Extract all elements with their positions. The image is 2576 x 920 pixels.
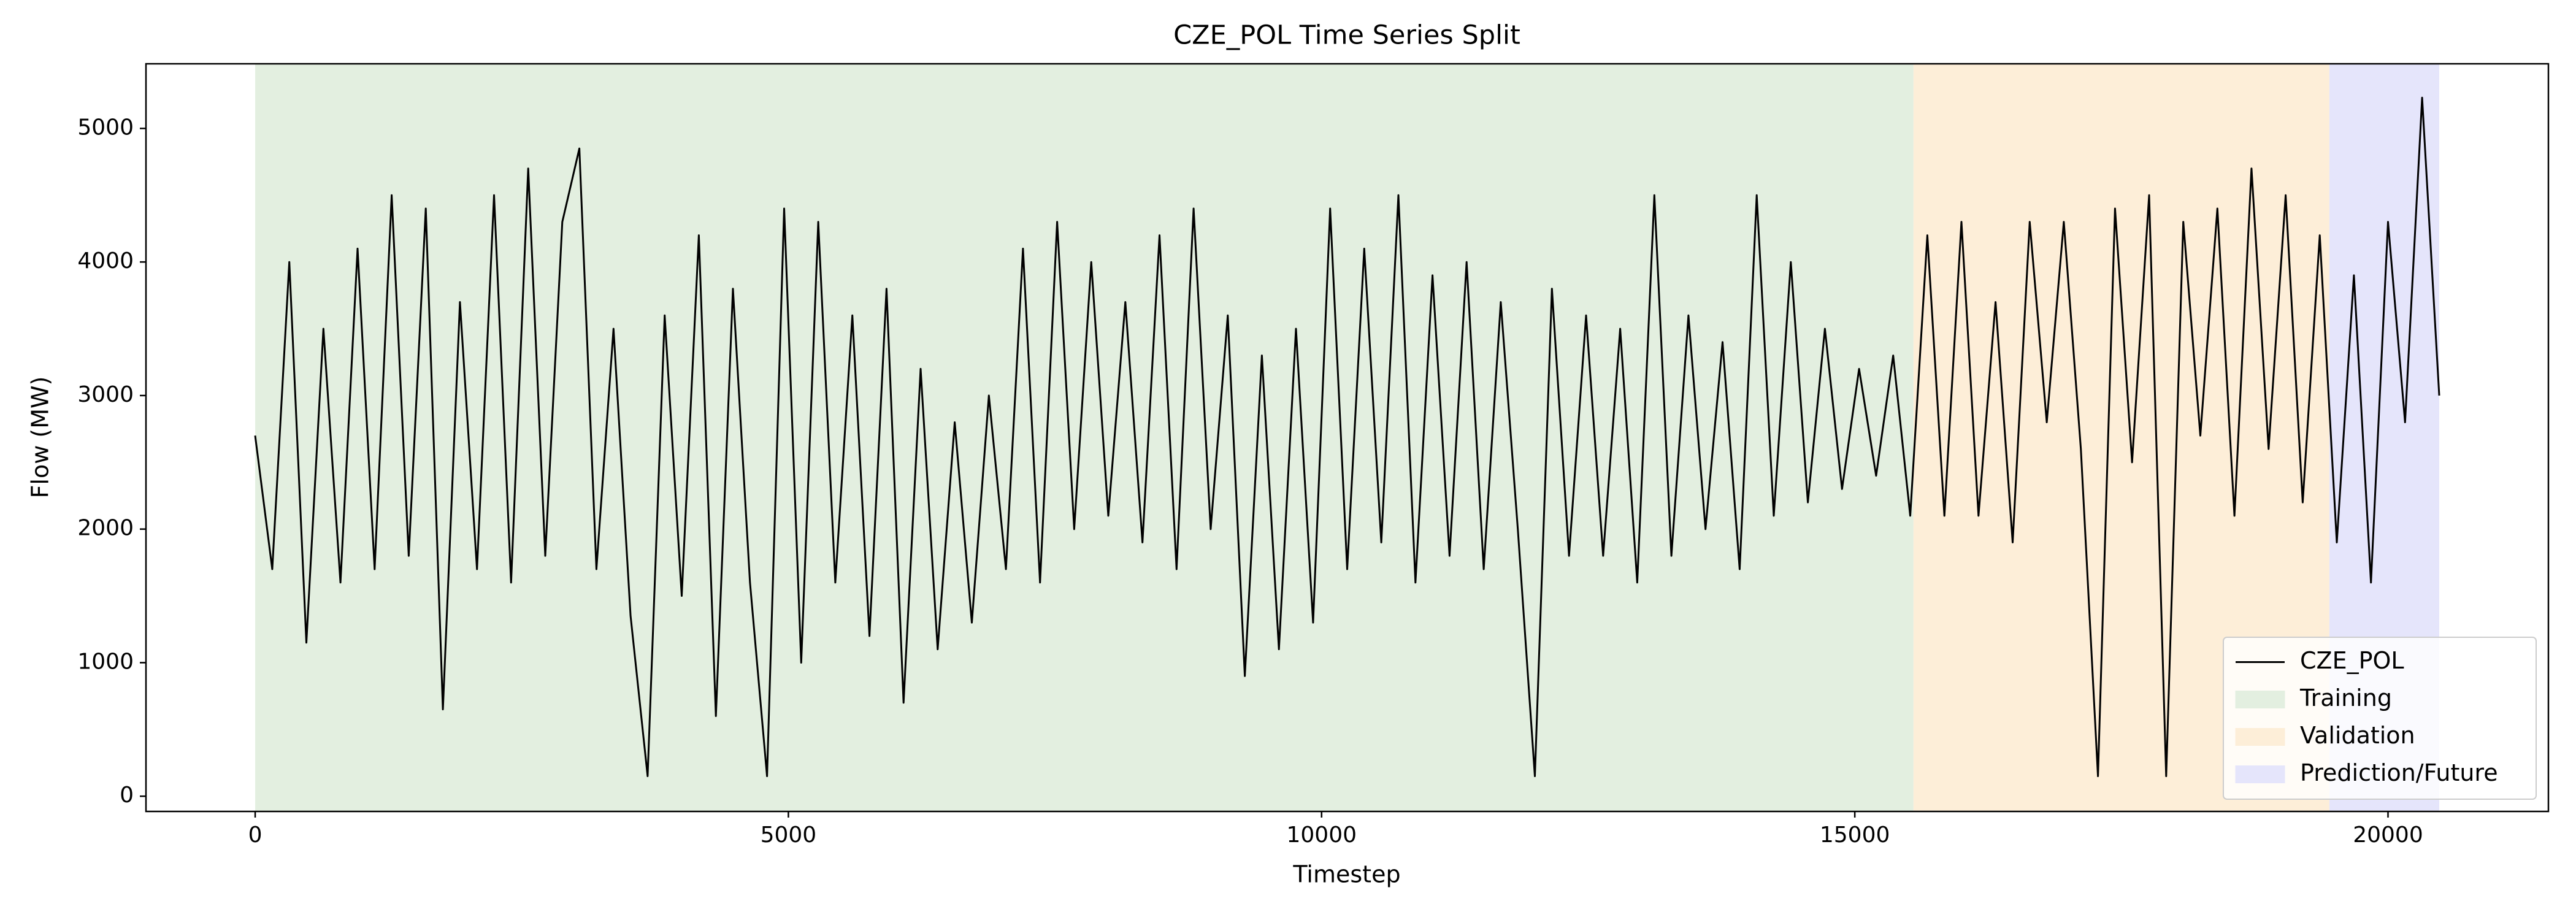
- x-tick-label: 0: [248, 822, 263, 848]
- x-tick-label: 20000: [2353, 822, 2423, 848]
- y-tick-label: 0: [120, 783, 134, 808]
- legend-label: Training: [2299, 684, 2392, 711]
- plot-frame: [145, 63, 2550, 813]
- x-axis-label: Timestep: [1292, 861, 1400, 888]
- x-tick-label: 5000: [761, 822, 817, 848]
- legend-label: CZE_POL: [2300, 647, 2404, 674]
- legend-patch: [2235, 765, 2285, 783]
- data-line: [254, 96, 2440, 777]
- y-tick-label: 5000: [77, 115, 134, 140]
- legend-box: [2223, 637, 2537, 800]
- y-tick-label: 2000: [77, 516, 134, 541]
- legend: CZE_POL Training Validation Prediction/Futu…: [2223, 637, 2537, 800]
- legend-patch: [2235, 728, 2285, 746]
- y-tick-label: 3000: [77, 382, 134, 407]
- legend-label: Prediction/Future: [2300, 759, 2498, 786]
- legend-patch: [2235, 691, 2285, 708]
- chart-title: CZE_POL Time Series Split: [1173, 20, 1520, 51]
- x-tick-label: 10000: [1287, 822, 1357, 848]
- legend-label: Validation: [2300, 722, 2415, 749]
- y-tick-label: 1000: [77, 649, 134, 674]
- y-tick-label: 4000: [77, 248, 134, 274]
- span: [255, 64, 1914, 811]
- y-axis-label: Flow (MW): [27, 377, 54, 499]
- x-tick-label: 15000: [1820, 822, 1890, 848]
